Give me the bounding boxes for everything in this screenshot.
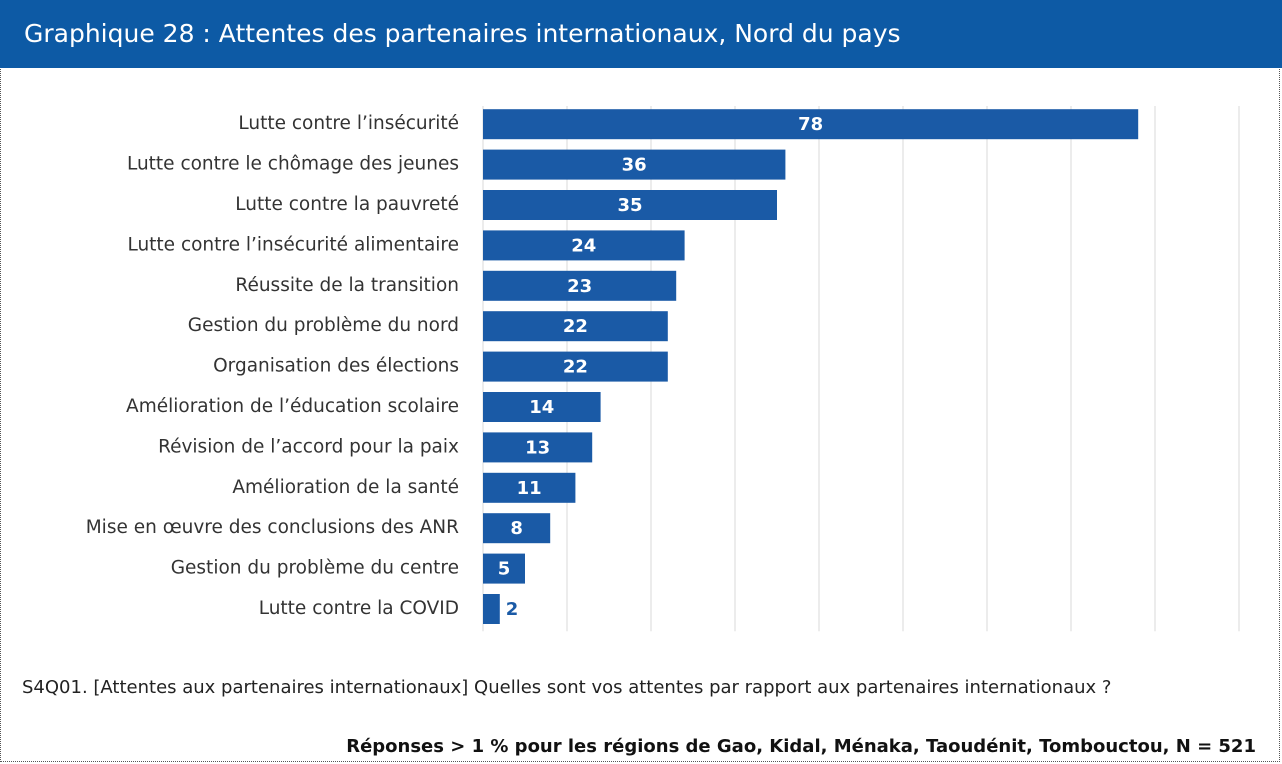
bar — [483, 472, 576, 503]
value-label: 8 — [510, 518, 523, 539]
y-tick-label: Amélioration de la santé — [232, 477, 459, 498]
y-tick-label: Mise en œuvre des conclusions des ANR — [86, 517, 459, 538]
bar — [483, 392, 601, 422]
bar — [483, 513, 551, 544]
value-label: 14 — [529, 397, 554, 418]
y-tick-label: Lutte contre la pauvreté — [235, 194, 459, 215]
value-label: 2 — [506, 599, 519, 620]
y-tick-label: Gestion du problème du nord — [188, 315, 459, 336]
y-tick-label: Lutte contre l’insécurité alimentaire — [127, 234, 459, 255]
bar — [483, 432, 593, 463]
y-tick-label: Lutte contre le chômage des jeunes — [127, 154, 459, 175]
y-tick-label: Amélioration de l’éducation scolaire — [126, 396, 459, 417]
bar — [483, 149, 786, 180]
value-label: 22 — [563, 316, 588, 337]
value-label: 78 — [798, 114, 823, 135]
bar — [483, 553, 525, 584]
value-label: 23 — [567, 276, 592, 297]
y-tick-label: Lutte contre la COVID — [259, 598, 459, 619]
value-label: 22 — [563, 357, 588, 378]
bar — [483, 109, 1139, 140]
y-tick-label: Réussite de la transition — [235, 275, 459, 296]
value-label: 24 — [571, 235, 596, 256]
source: Réponses > 1 % pour les régions de Gao, … — [346, 736, 1256, 757]
y-tick-label: Révision de l’accord pour la paix — [158, 436, 459, 457]
chart-title: Graphique 28 : Attentes des partenaires … — [0, 0, 1282, 68]
bar — [483, 594, 500, 624]
value-label: 11 — [517, 478, 542, 499]
note: S4Q01. [Attentes aux partenaires interna… — [22, 677, 1112, 698]
value-label: 5 — [498, 559, 511, 580]
y-tick-label: Gestion du problème du centre — [171, 558, 459, 579]
bar — [483, 311, 668, 342]
bar — [483, 351, 668, 382]
value-label: 36 — [622, 155, 647, 176]
value-label: 35 — [617, 195, 642, 216]
y-tick-label: Organisation des élections — [213, 356, 459, 377]
y-tick-label: Lutte contre l’insécurité — [238, 113, 459, 134]
chart: Lutte contre l’insécurité 78 Lutte contre … — [86, 106, 1240, 632]
value-label: 13 — [525, 437, 550, 458]
bar — [483, 230, 685, 261]
bar — [483, 270, 677, 301]
bar — [483, 190, 777, 220]
